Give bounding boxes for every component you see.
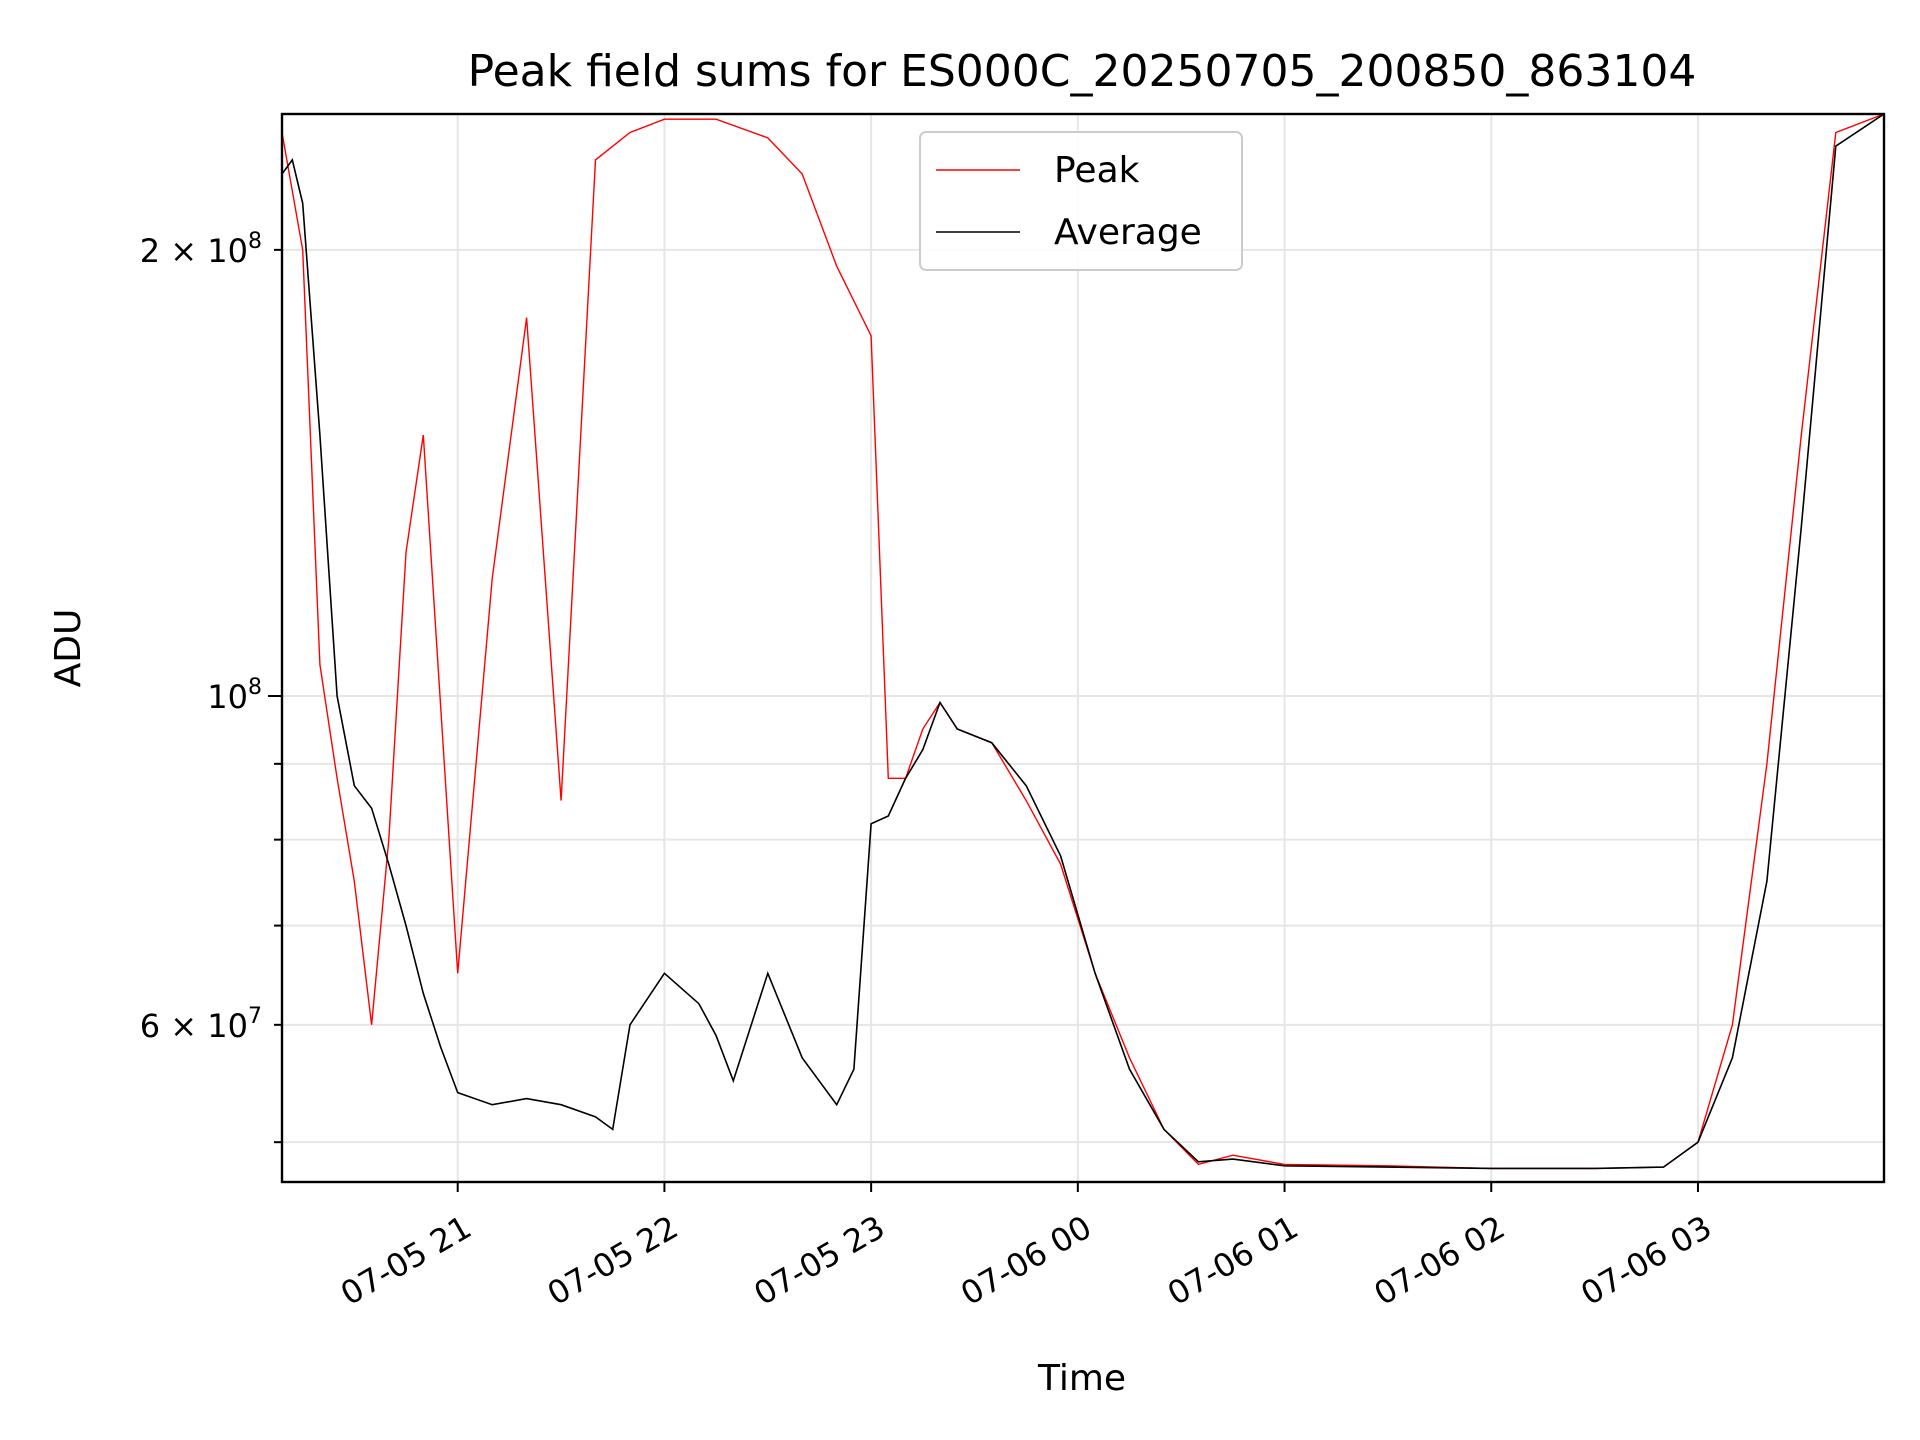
chart-title: Peak field sums for ES000C_20250705_2008… <box>468 46 1697 97</box>
y-tick-label: 2 × 108 <box>140 229 262 270</box>
x-tick-label: 07-05 21 <box>334 1208 478 1313</box>
y-axis-label: ADU <box>48 609 89 688</box>
legend: Peak Average <box>919 131 1243 271</box>
x-tick-label: 07-06 02 <box>1368 1208 1512 1313</box>
x-tick-label: 07-05 22 <box>541 1208 685 1313</box>
y-tick-label: 108 <box>207 675 262 716</box>
x-axis-ticks: 07-05 21 07-05 22 07-05 23 07-06 00 07-06 01… <box>334 1182 1718 1313</box>
series-line-peak <box>281 113 1885 1170</box>
series-line-average <box>281 113 1885 1170</box>
x-axis-label: Time <box>1037 1358 1126 1399</box>
x-tick-label: 07-06 03 <box>1574 1208 1718 1313</box>
x-tick-label: 07-06 01 <box>1161 1208 1305 1313</box>
legend-label-peak: Peak <box>1054 150 1140 191</box>
x-tick-label: 07-05 23 <box>748 1208 892 1313</box>
series-layer <box>281 113 1885 1170</box>
y-axis-ticks: 108 2 × 108 6 × 107 <box>140 229 282 1144</box>
plot-area-frame <box>280 112 1886 1184</box>
y-tick-label: 6 × 107 <box>140 1004 262 1045</box>
legend-label-average: Average <box>1054 212 1202 253</box>
grid-lines <box>282 114 1884 1182</box>
x-tick-label: 07-06 00 <box>954 1208 1098 1313</box>
legend-box <box>919 131 1243 271</box>
